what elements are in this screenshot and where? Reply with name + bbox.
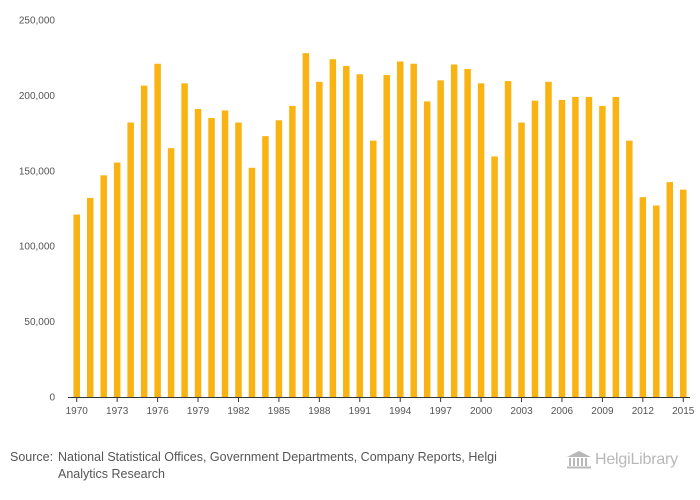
x-tick-label: 1997 — [430, 406, 453, 417]
bar-2011[interactable] — [626, 140, 633, 397]
x-tick-label: 2009 — [591, 406, 614, 417]
y-tick-label: 0 — [49, 393, 55, 404]
x-tick-label: 1970 — [66, 406, 89, 417]
bar-2003[interactable] — [518, 122, 525, 397]
bar-1977[interactable] — [167, 148, 175, 397]
x-tick-label: 2015 — [672, 406, 695, 417]
x-tick-label: 1991 — [349, 406, 372, 417]
bar-1970[interactable] — [73, 214, 80, 397]
bar-1972[interactable] — [100, 175, 107, 397]
x-tick-label: 2012 — [632, 406, 655, 417]
bar-2000[interactable] — [477, 83, 485, 397]
bar-1980[interactable] — [208, 118, 215, 398]
x-tick-label: 1976 — [146, 406, 169, 417]
bar-1982[interactable] — [235, 122, 242, 397]
x-tick-label: 1973 — [106, 406, 129, 417]
x-tick-label: 1994 — [389, 406, 412, 417]
bar-1993[interactable] — [383, 75, 390, 397]
bar-1992[interactable] — [370, 140, 377, 397]
bar-1978[interactable] — [181, 83, 188, 397]
bar-2015[interactable] — [680, 189, 687, 397]
bar-1984[interactable] — [262, 136, 269, 397]
bar-2012[interactable] — [639, 197, 647, 397]
bar-1990[interactable] — [343, 65, 350, 398]
x-tick-label: 1979 — [187, 406, 210, 417]
bar-1983[interactable] — [248, 167, 256, 397]
source-label: Source: — [10, 450, 54, 464]
bar-1994[interactable] — [396, 61, 404, 397]
y-tick-label: 100,000 — [19, 242, 56, 253]
x-tick-label: 1982 — [227, 406, 250, 417]
bar-2005[interactable] — [545, 81, 552, 397]
bar-series — [73, 53, 687, 398]
logo-text: HelgiLibrary — [595, 451, 678, 468]
bar-1975[interactable] — [140, 85, 148, 397]
bar-1998[interactable] — [450, 64, 458, 398]
bar-chart: 0 50,000 100,000 150,000 200,000 250,000 1970… — [19, 16, 695, 418]
bar-2007[interactable] — [572, 96, 579, 397]
y-tick-label: 200,000 — [19, 91, 56, 102]
y-tick-label: 150,000 — [19, 166, 56, 177]
bar-1979[interactable] — [194, 108, 202, 397]
bar-2009[interactable] — [599, 105, 606, 398]
bar-1981[interactable] — [221, 110, 229, 397]
bar-2013[interactable] — [653, 205, 660, 397]
bar-1995[interactable] — [410, 63, 417, 397]
y-tick-label: 50,000 — [24, 317, 55, 328]
bar-1973[interactable] — [113, 162, 121, 397]
bar-1976[interactable] — [154, 63, 161, 397]
bar-2001[interactable] — [491, 156, 498, 397]
helgi-library-logo[interactable]: HelgiLibrary — [566, 449, 678, 471]
bar-1987[interactable] — [302, 53, 310, 398]
x-tick-label: 1985 — [268, 406, 291, 417]
x-axis: 1970 1973 1976 1979 1982 1985 1988 1991 1994 1997… — [66, 397, 695, 417]
bar-1996[interactable] — [423, 101, 431, 398]
building-columns-icon — [567, 451, 591, 469]
bar-2010[interactable] — [612, 96, 620, 397]
bar-1989[interactable] — [329, 59, 337, 398]
bar-2006[interactable] — [558, 99, 566, 398]
source-text: National Statistical Offices, Government… — [58, 450, 497, 481]
bar-2014[interactable] — [666, 182, 674, 397]
bar-1997[interactable] — [437, 80, 444, 397]
x-tick-label: 2000 — [470, 406, 493, 417]
bar-1985[interactable] — [275, 120, 283, 397]
bar-1991[interactable] — [356, 74, 364, 397]
bar-1988[interactable] — [316, 81, 323, 397]
bar-1999[interactable] — [464, 69, 471, 397]
x-tick-label: 2003 — [510, 406, 533, 417]
bar-1974[interactable] — [127, 122, 134, 397]
bar-2004[interactable] — [531, 100, 539, 398]
x-tick-label: 1988 — [308, 406, 331, 417]
bar-1971[interactable] — [86, 197, 94, 397]
x-tick-label: 2006 — [551, 406, 574, 417]
y-axis: 0 50,000 100,000 150,000 200,000 250,000 — [19, 16, 56, 404]
source-note: Source: National Statistical Offices, Gov… — [10, 449, 550, 483]
y-tick-label: 250,000 — [19, 16, 56, 27]
bar-2008[interactable] — [585, 96, 593, 397]
bar-1986[interactable] — [289, 105, 296, 398]
bar-2002[interactable] — [504, 81, 512, 397]
